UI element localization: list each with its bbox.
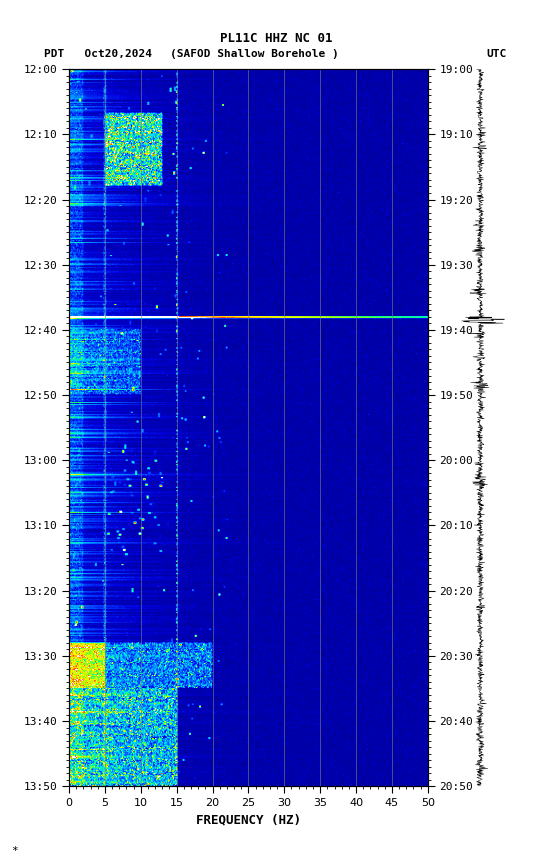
Text: PL11C HHZ NC 01: PL11C HHZ NC 01: [220, 32, 332, 46]
X-axis label: FREQUENCY (HZ): FREQUENCY (HZ): [196, 814, 301, 827]
Text: (SAFOD Shallow Borehole ): (SAFOD Shallow Borehole ): [169, 48, 338, 59]
Text: PDT   Oct20,2024: PDT Oct20,2024: [44, 48, 152, 59]
Text: UTC: UTC: [487, 48, 507, 59]
Text: *: *: [11, 846, 18, 855]
